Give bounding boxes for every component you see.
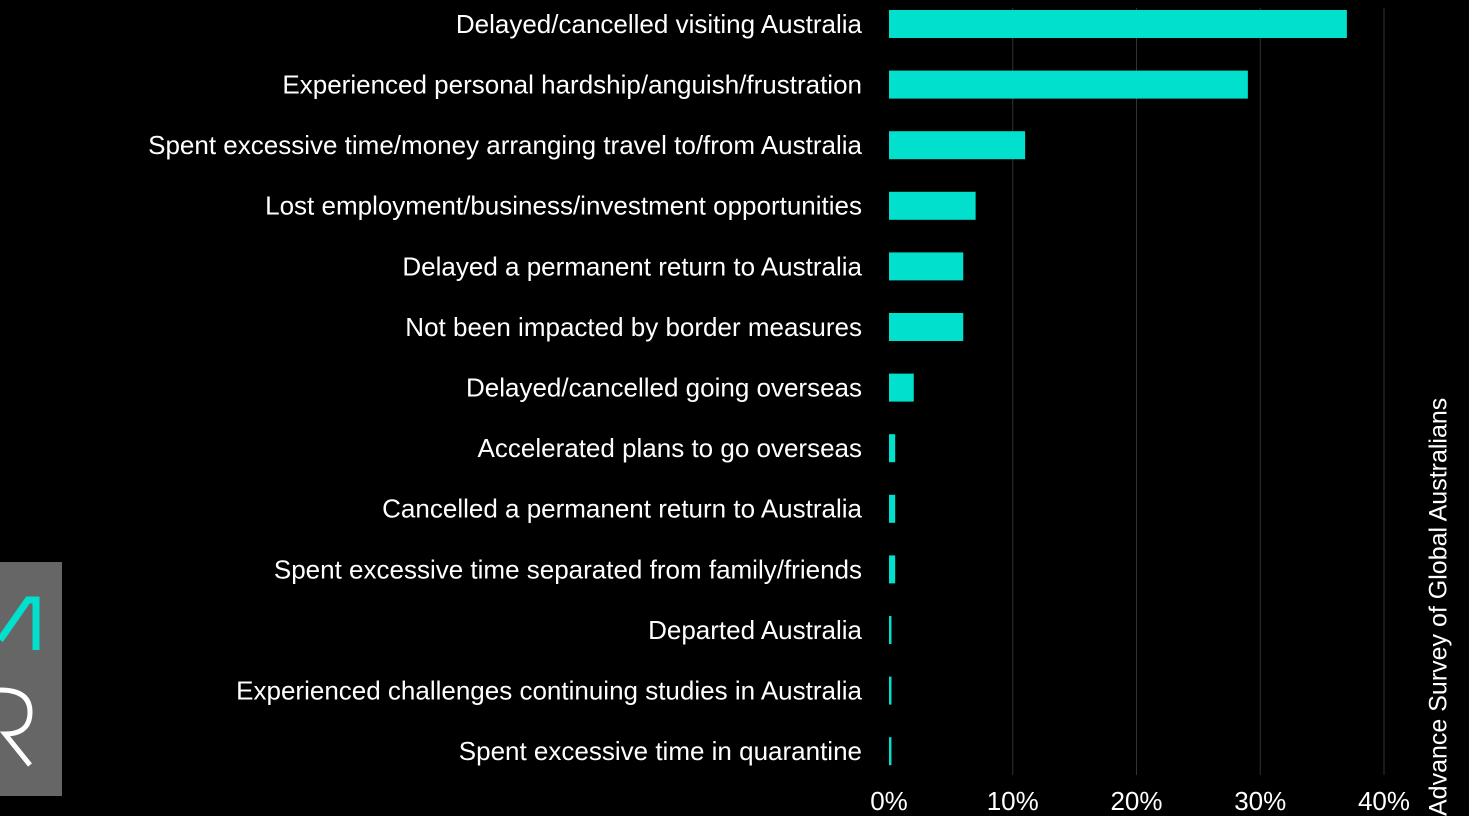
- y-tick-label: Experienced challenges continuing studie…: [236, 675, 862, 705]
- y-tick-label: Departed Australia: [648, 615, 862, 645]
- source-text: Advance Survey of Global Australians: [1425, 398, 1453, 816]
- x-tick-label: 20%: [1110, 786, 1162, 816]
- y-tick-label: Spent excessive time in quarantine: [459, 736, 862, 766]
- x-tick-label: 30%: [1234, 786, 1286, 816]
- y-tick-label: Accelerated plans to go overseas: [478, 433, 862, 463]
- x-tick-label: 10%: [987, 786, 1039, 816]
- bar: [889, 494, 896, 523]
- bar: [889, 555, 896, 584]
- bar: [889, 373, 914, 402]
- bar: [889, 676, 892, 705]
- bar: [889, 434, 896, 463]
- bar: [889, 616, 892, 644]
- y-tick-label: Delayed a permanent return to Australia: [402, 251, 862, 281]
- y-tick-label: Not been impacted by border measures: [405, 312, 862, 342]
- bar: [889, 70, 1248, 99]
- logo: [0, 562, 62, 796]
- bar: [889, 252, 964, 281]
- y-tick-label: Experienced personal hardship/anguish/fr…: [282, 69, 862, 99]
- y-tick-label: Spent excessive time/money arranging tra…: [148, 130, 862, 160]
- bar: [889, 191, 976, 220]
- logo-mark: [0, 596, 40, 650]
- y-tick-label: Lost employment/business/investment oppo…: [265, 191, 862, 221]
- bar: [889, 10, 1347, 38]
- x-tick-label: 40%: [1358, 786, 1410, 816]
- bar: [889, 737, 892, 766]
- y-tick-label: Delayed/cancelled visiting Australia: [456, 9, 863, 39]
- y-tick-label: Cancelled a permanent return to Australi…: [382, 494, 862, 524]
- bar: [889, 313, 964, 341]
- bar: [889, 131, 1026, 160]
- y-tick-label: Spent excessive time separated from fami…: [274, 554, 862, 584]
- logo-letter: [0, 687, 33, 767]
- y-tick-label: Delayed/cancelled going overseas: [466, 372, 862, 402]
- x-tick-label: 0%: [870, 786, 908, 816]
